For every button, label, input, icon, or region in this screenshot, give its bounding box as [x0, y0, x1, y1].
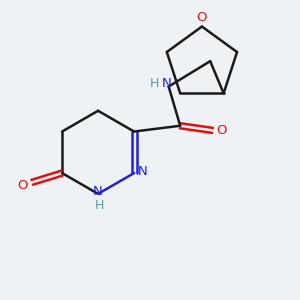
Text: N: N — [137, 165, 147, 178]
Text: H: H — [150, 76, 160, 90]
Text: N: N — [93, 185, 103, 198]
Text: N: N — [161, 76, 171, 90]
Text: H: H — [94, 199, 104, 212]
Text: O: O — [18, 179, 28, 192]
Text: O: O — [217, 124, 227, 137]
Text: O: O — [197, 11, 207, 24]
